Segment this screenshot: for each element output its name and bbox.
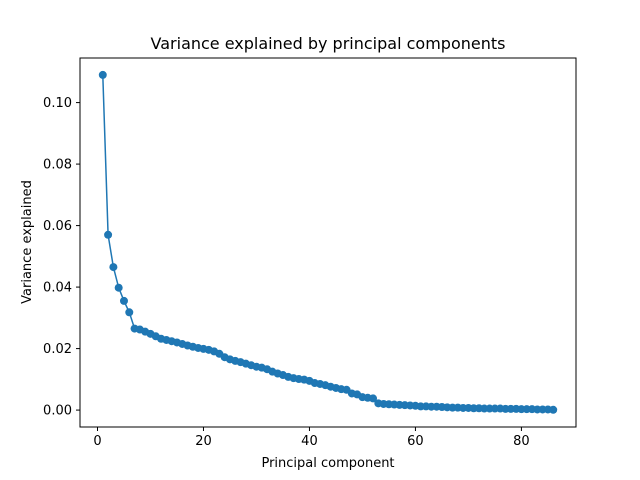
- data-point: [109, 263, 118, 272]
- y-axis-label: Variance explained: [20, 180, 35, 304]
- data-point: [119, 296, 128, 305]
- y-tick-label: 0.08: [43, 158, 72, 173]
- y-tick-label: 0.00: [43, 404, 72, 419]
- x-axis-ticks: 0 20 40 60 80: [93, 427, 530, 449]
- y-tick-label: 0.02: [43, 342, 72, 357]
- axes-frame: [79, 57, 577, 428]
- data-point: [104, 230, 113, 239]
- x-tick-label: 80: [513, 434, 530, 449]
- x-tick-label: 0: [93, 434, 101, 449]
- chart-title: Variance explained by principal componen…: [151, 34, 506, 53]
- x-tick-label: 60: [407, 434, 424, 449]
- data-point: [125, 308, 134, 317]
- y-tick-label: 0.10: [43, 96, 72, 111]
- series-layer: [98, 70, 558, 414]
- x-axis-label: Principal component: [261, 456, 394, 471]
- plot-area: 0 20 40 60 80 0.00 0.02 0.04 0.06 0.08 0.10: [43, 57, 577, 449]
- y-axis-ticks: 0.00 0.02 0.04 0.06 0.08 0.10: [43, 96, 80, 419]
- x-tick-label: 20: [195, 434, 212, 449]
- x-tick-label: 40: [301, 434, 318, 449]
- data-point: [114, 283, 123, 292]
- data-point: [98, 70, 107, 79]
- data-point: [549, 405, 558, 414]
- y-tick-label: 0.04: [43, 281, 72, 296]
- data-point: [369, 394, 378, 403]
- y-tick-label: 0.06: [43, 219, 72, 234]
